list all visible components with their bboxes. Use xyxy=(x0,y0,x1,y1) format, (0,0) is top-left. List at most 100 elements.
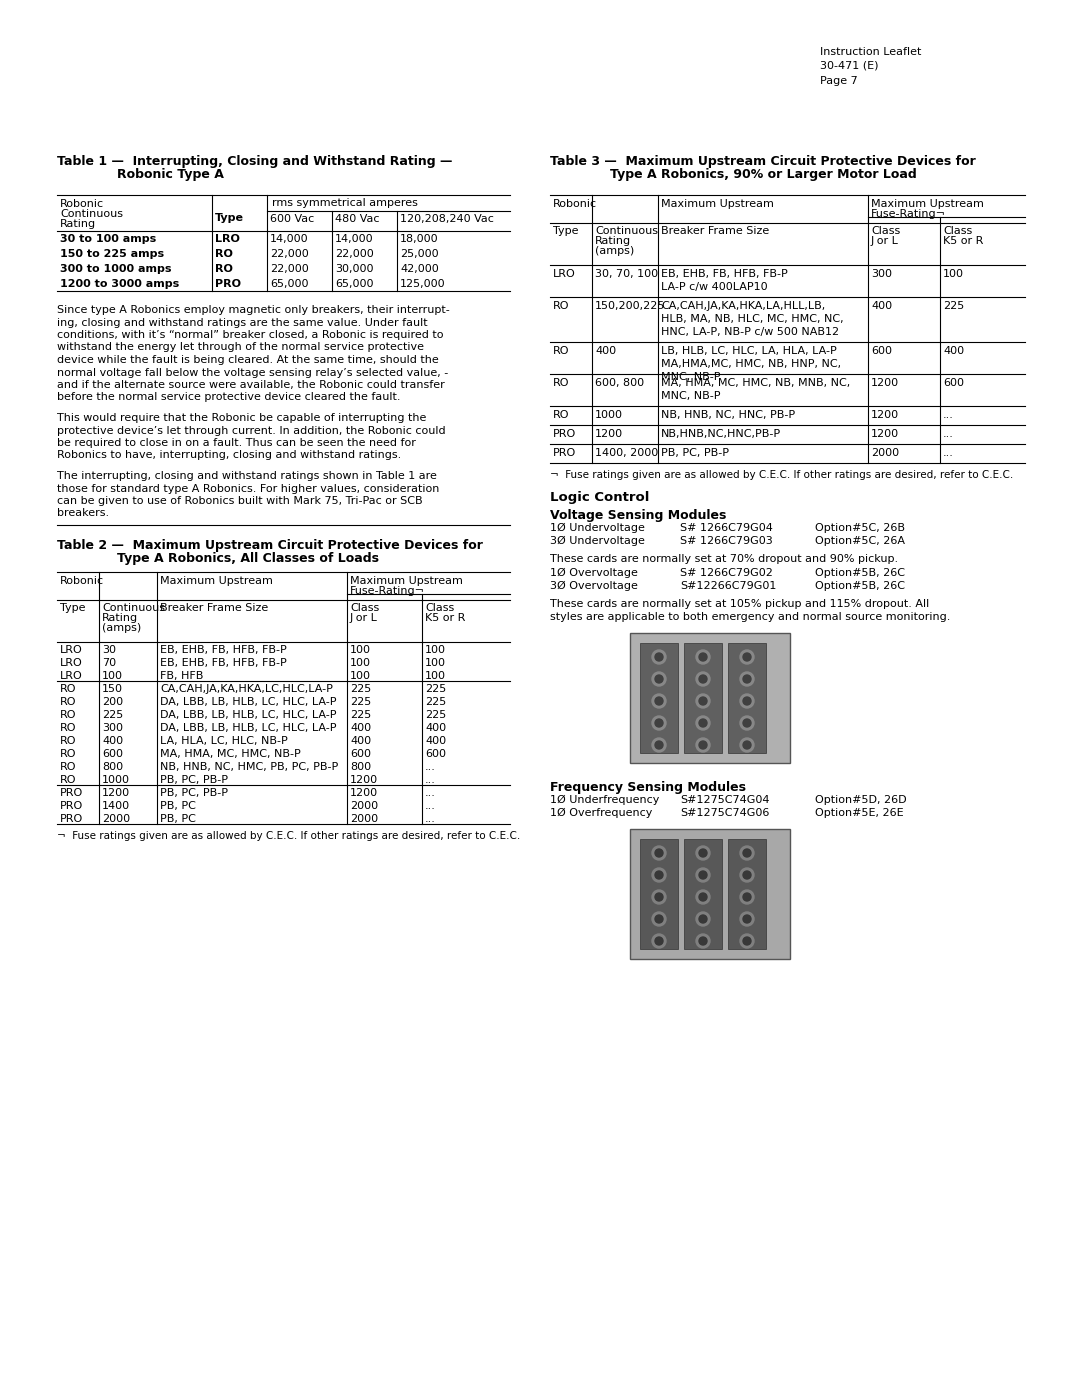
Text: 1400: 1400 xyxy=(102,800,130,812)
Text: ¬  Fuse ratings given are as allowed by C.E.C. If other ratings are desired, ref: ¬ Fuse ratings given are as allowed by C… xyxy=(57,831,521,841)
Circle shape xyxy=(652,847,666,861)
Text: Maximum Upstream: Maximum Upstream xyxy=(661,198,774,210)
Text: Robonics to have, interrupting, closing and withstand ratings.: Robonics to have, interrupting, closing … xyxy=(57,450,402,461)
Circle shape xyxy=(696,847,710,861)
Text: Option#5E, 26E: Option#5E, 26E xyxy=(815,807,904,819)
Circle shape xyxy=(654,893,663,901)
Text: RO: RO xyxy=(60,736,77,746)
Text: protective device’s let through current. In addition, the Robonic could: protective device’s let through current.… xyxy=(57,426,446,436)
Circle shape xyxy=(654,719,663,726)
Text: 3Ø Overvoltage: 3Ø Overvoltage xyxy=(550,581,638,591)
Circle shape xyxy=(740,890,754,904)
Text: 2000: 2000 xyxy=(350,814,378,824)
Text: 1200: 1200 xyxy=(102,788,130,798)
Text: 1200: 1200 xyxy=(350,788,378,798)
Circle shape xyxy=(652,890,666,904)
Text: Robonic Type A: Robonic Type A xyxy=(117,168,224,182)
Text: normal voltage fall below the voltage sensing relay’s selected value, -: normal voltage fall below the voltage se… xyxy=(57,367,448,377)
Circle shape xyxy=(740,694,754,708)
Text: conditions, with it’s “normal” breaker closed, a Robonic is required to: conditions, with it’s “normal” breaker c… xyxy=(57,330,444,339)
Text: Continuous: Continuous xyxy=(60,210,123,219)
Text: 400: 400 xyxy=(943,346,964,356)
Text: 1200 to 3000 amps: 1200 to 3000 amps xyxy=(60,279,179,289)
Text: 1Ø Overfrequency: 1Ø Overfrequency xyxy=(550,807,652,819)
Text: EB, EHB, FB, HFB, FB-P: EB, EHB, FB, HFB, FB-P xyxy=(661,270,787,279)
Text: MNC, NB-P: MNC, NB-P xyxy=(661,391,720,401)
Text: Type: Type xyxy=(215,212,244,224)
Text: ...: ... xyxy=(426,788,436,798)
Text: Option#5D, 26D: Option#5D, 26D xyxy=(815,795,906,805)
Text: Class: Class xyxy=(426,604,455,613)
Text: RO: RO xyxy=(60,761,77,773)
Bar xyxy=(684,840,723,949)
Circle shape xyxy=(740,672,754,686)
Text: RO: RO xyxy=(553,409,569,420)
Text: CA,CAH,JA,KA,HKA,LA,HLL,LB,: CA,CAH,JA,KA,HKA,LA,HLL,LB, xyxy=(661,300,825,312)
Text: be required to close in on a fault. Thus can be seen the need for: be required to close in on a fault. Thus… xyxy=(57,439,416,448)
Text: This would require that the Robonic be capable of interrupting the: This would require that the Robonic be c… xyxy=(57,414,427,423)
Circle shape xyxy=(652,672,666,686)
Text: LB, HLB, LC, HLC, LA, HLA, LA-P: LB, HLB, LC, HLC, LA, HLA, LA-P xyxy=(661,346,837,356)
Text: 1200: 1200 xyxy=(595,429,623,439)
Circle shape xyxy=(696,650,710,664)
Text: 14,000: 14,000 xyxy=(335,235,374,244)
Circle shape xyxy=(654,675,663,683)
Text: Robonic: Robonic xyxy=(553,198,597,210)
Circle shape xyxy=(740,847,754,861)
Circle shape xyxy=(743,675,751,683)
Text: ...: ... xyxy=(943,409,954,420)
Circle shape xyxy=(654,870,663,879)
Text: LRO: LRO xyxy=(60,658,83,668)
Circle shape xyxy=(696,868,710,882)
Circle shape xyxy=(654,937,663,944)
Text: Rating: Rating xyxy=(102,613,138,623)
Bar xyxy=(640,840,678,949)
Circle shape xyxy=(696,717,710,731)
Text: Type: Type xyxy=(60,604,85,613)
Circle shape xyxy=(696,912,710,926)
Text: device while the fault is being cleared. At the same time, should the: device while the fault is being cleared.… xyxy=(57,355,438,365)
Text: Rating: Rating xyxy=(595,236,631,246)
Text: 65,000: 65,000 xyxy=(335,279,374,289)
Text: DA, LBB, LB, HLB, LC, HLC, LA-P: DA, LBB, LB, HLB, LC, HLC, LA-P xyxy=(160,710,337,719)
Text: 30-471 (E): 30-471 (E) xyxy=(820,60,878,70)
Text: Logic Control: Logic Control xyxy=(550,490,649,504)
Text: RO: RO xyxy=(60,775,77,785)
Circle shape xyxy=(740,935,754,949)
Text: RO: RO xyxy=(60,724,77,733)
Circle shape xyxy=(699,740,707,749)
Text: 14,000: 14,000 xyxy=(270,235,309,244)
Text: MA, HMA, MC, HMC, NB, MNB, NC,: MA, HMA, MC, HMC, NB, MNB, NC, xyxy=(661,379,850,388)
Text: 100: 100 xyxy=(426,671,446,680)
Text: 800: 800 xyxy=(102,761,123,773)
Text: HNC, LA-P, NB-P c/w 500 NAB12: HNC, LA-P, NB-P c/w 500 NAB12 xyxy=(661,327,839,337)
Circle shape xyxy=(652,912,666,926)
Text: 600 Vac: 600 Vac xyxy=(270,214,314,224)
Circle shape xyxy=(652,717,666,731)
Circle shape xyxy=(743,719,751,726)
Text: 600, 800: 600, 800 xyxy=(595,379,644,388)
Text: Page 7: Page 7 xyxy=(820,75,858,87)
Text: Instruction Leaflet: Instruction Leaflet xyxy=(820,47,921,57)
Text: J or L: J or L xyxy=(870,236,899,246)
Text: 1200: 1200 xyxy=(870,409,900,420)
Circle shape xyxy=(743,740,751,749)
Text: 25,000: 25,000 xyxy=(400,249,438,258)
Text: 1Ø Overvoltage: 1Ø Overvoltage xyxy=(550,569,638,578)
Text: 600: 600 xyxy=(350,749,372,759)
Text: Maximum Upstream: Maximum Upstream xyxy=(870,198,984,210)
Text: 225: 225 xyxy=(350,710,372,719)
Text: Rating: Rating xyxy=(60,219,96,229)
Bar xyxy=(728,840,766,949)
Text: Class: Class xyxy=(943,226,972,236)
Text: 225: 225 xyxy=(102,710,123,719)
Text: 200: 200 xyxy=(102,697,123,707)
Text: Since type A Robonics employ magnetic only breakers, their interrupt-: Since type A Robonics employ magnetic on… xyxy=(57,305,449,314)
Bar xyxy=(728,643,766,753)
Text: RO: RO xyxy=(553,379,569,388)
Text: 150: 150 xyxy=(102,685,123,694)
Text: Robonic: Robonic xyxy=(60,198,104,210)
Circle shape xyxy=(654,740,663,749)
Text: Robonic: Robonic xyxy=(60,576,104,585)
Text: These cards are normally set at 70% dropout and 90% pickup.: These cards are normally set at 70% drop… xyxy=(550,555,899,564)
